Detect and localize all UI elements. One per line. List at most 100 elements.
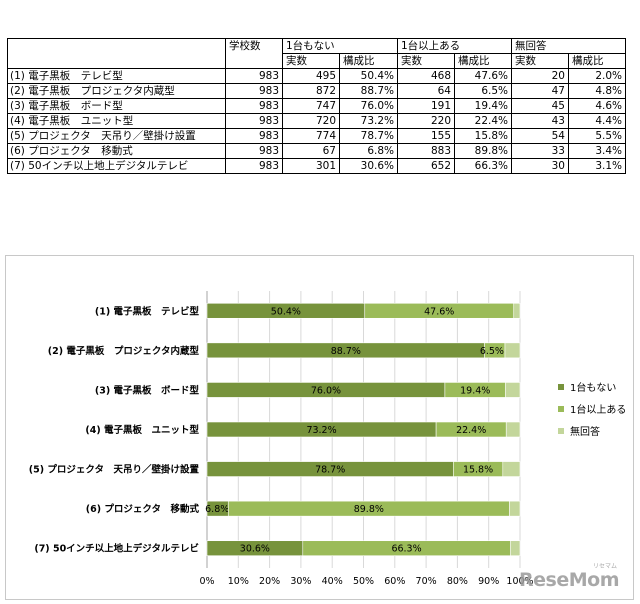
table-header-some: 1台以上ある: [397, 38, 512, 54]
table-cell: 15.8%: [454, 128, 512, 144]
table-cell: 3.1%: [568, 158, 626, 174]
table-cell: 50.4%: [339, 68, 398, 84]
table-row: (3) 電子黒板 ボード型 983 747 76.0% 191 19.4% 45 4.6%: [7, 98, 626, 114]
table-cell: 155: [397, 128, 455, 144]
table-cell: 301: [282, 158, 340, 174]
table-cell: 6.5%: [454, 83, 512, 99]
table-row-label: (1) 電子黒板 テレビ型: [7, 68, 226, 84]
table-row-label: (2) 電子黒板 プロジェクタ内蔵型: [7, 83, 226, 99]
table-header-none: 1台もない: [282, 38, 398, 54]
data-label: 15.8%: [463, 465, 493, 476]
table-cell: 983: [225, 113, 283, 129]
table-header-schools: 学校数: [225, 38, 283, 69]
table-row-label: (4) 電子黒板 ユニット型: [7, 113, 226, 129]
data-label: 6.5%: [480, 346, 504, 357]
table-cell: 5.5%: [568, 128, 626, 144]
x-tick-label: 40%: [322, 576, 343, 587]
table-cell: 4.6%: [568, 98, 626, 114]
table-subheader-cell: 実数: [282, 53, 340, 69]
data-label: 89.8%: [354, 504, 384, 515]
table-subheader-cell: 実数: [511, 53, 569, 69]
bar-segment: [509, 540, 521, 557]
x-tick-label: 0%: [199, 576, 214, 587]
table-subheader-row: 実数 構成比 実数 構成比 実数 構成比: [8, 53, 626, 69]
bar-segment: [504, 342, 521, 359]
table-row: (4) 電子黒板 ユニット型 983 720 73.2% 220 22.4% 43 4.4%: [7, 113, 626, 129]
data-label: 6.8%: [205, 504, 229, 515]
data-label: 88.7%: [331, 346, 361, 357]
table-row: (6) プロジェクタ 移動式 983 67 6.8% 883 89.8% 33 3.4%: [7, 143, 626, 159]
table-header-na: 無回答: [511, 38, 626, 54]
data-label: 76.0%: [311, 385, 341, 396]
data-label: 50.4%: [271, 306, 301, 317]
data-label: 22.4%: [456, 425, 486, 436]
table-cell: 720: [282, 113, 340, 129]
category-label: (3) 電子黒板 ボード型: [95, 384, 200, 396]
x-tick-label: 80%: [447, 576, 468, 587]
x-tick-label: 100%: [506, 576, 533, 587]
stacked-bar-chart: 0% 10% 20% 30% 40% 50% 60% 70% 80% 90% 100% (1) 電子黒…: [29, 291, 626, 587]
table-cell: 66.3%: [454, 158, 512, 174]
category-label: (7) 50インチ以上地上デジタルテレビ: [34, 543, 199, 555]
table-cell: 76.0%: [339, 98, 398, 114]
table-row-label: (3) 電子黒板 ボード型: [7, 98, 226, 114]
table-cell: 89.8%: [454, 143, 512, 159]
chart-panel: 0% 10% 20% 30% 40% 50% 60% 70% 80% 90% 100% (1) 電子黒…: [5, 255, 634, 600]
data-label: 73.2%: [306, 425, 336, 436]
table-cell: 468: [397, 68, 455, 84]
watermark-text: ReseMom: [519, 569, 619, 591]
table-row-label: (6) プロジェクタ 移動式: [7, 143, 226, 159]
table-cell: 191: [397, 98, 455, 114]
table-cell: 883: [397, 143, 455, 159]
table-cell: 2.0%: [568, 68, 626, 84]
table-cell: 983: [225, 83, 283, 99]
table-cell: 43: [511, 113, 569, 129]
table-subheader-cell: 構成比: [339, 53, 398, 69]
table-cell: 774: [282, 128, 340, 144]
legend-swatch: [558, 428, 564, 434]
table-cell: 3.4%: [568, 143, 626, 159]
table-header-row: 学校数 1台もない 1台以上ある 無回答: [7, 38, 626, 69]
table-cell: 54: [511, 128, 569, 144]
table-cell: 495: [282, 68, 340, 84]
table-cell: 747: [282, 98, 340, 114]
bar-segment: [509, 500, 521, 517]
table-row-label: (5) プロジェクタ 天吊り／壁掛け設置: [7, 128, 226, 144]
table-row: (1) 電子黒板 テレビ型 983 495 50.4% 468 47.6% 20 2.0%: [7, 68, 626, 84]
table-cell: 983: [225, 143, 283, 159]
table-cell: 983: [225, 68, 283, 84]
legend-swatch: [558, 384, 564, 390]
category-label: (4) 電子黒板 ユニット型: [85, 424, 199, 436]
bar-segment: [513, 302, 521, 319]
table-cell: 220: [397, 113, 455, 129]
legend-label: 無回答: [570, 425, 600, 438]
x-tick-label: 50%: [353, 576, 374, 587]
table-cell: 45: [511, 98, 569, 114]
category-label: (1) 電子黒板 テレビ型: [95, 305, 200, 317]
legend-label: 1台もない: [570, 381, 616, 394]
x-tick-label: 70%: [416, 576, 437, 587]
table-cell: 872: [282, 83, 340, 99]
table-cell: 78.7%: [339, 128, 398, 144]
table-cell: 30: [511, 158, 569, 174]
legend-label: 1台以上ある: [570, 403, 626, 416]
category-label: (6) プロジェクタ 移動式: [86, 503, 200, 515]
category-label: (2) 電子黒板 プロジェクタ内蔵型: [48, 345, 200, 357]
table-row: (7) 50インチ以上地上デジタルテレビ 983 301 30.6% 652 66.3% 3…: [7, 158, 626, 174]
x-tick-label: 20%: [259, 576, 280, 587]
table-cell: 4.8%: [568, 83, 626, 99]
category-label: (5) プロジェクタ 天吊り／壁掛け設置: [29, 464, 200, 476]
table-cell: 33: [511, 143, 569, 159]
table-cell: 30.6%: [339, 158, 398, 174]
x-tick-label: 90%: [478, 576, 499, 587]
data-label: 78.7%: [315, 465, 345, 476]
table-cell: 652: [397, 158, 455, 174]
data-label: 47.6%: [424, 306, 454, 317]
watermark-sub: リセマム: [592, 563, 617, 570]
table-cell: 73.2%: [339, 113, 398, 129]
table-cell: 983: [225, 158, 283, 174]
x-tick-label: 60%: [384, 576, 405, 587]
table-cell: 67: [282, 143, 340, 159]
watermark-logo: リセマム ReseMom: [511, 563, 619, 591]
table-subheader-cell: 構成比: [454, 53, 512, 69]
